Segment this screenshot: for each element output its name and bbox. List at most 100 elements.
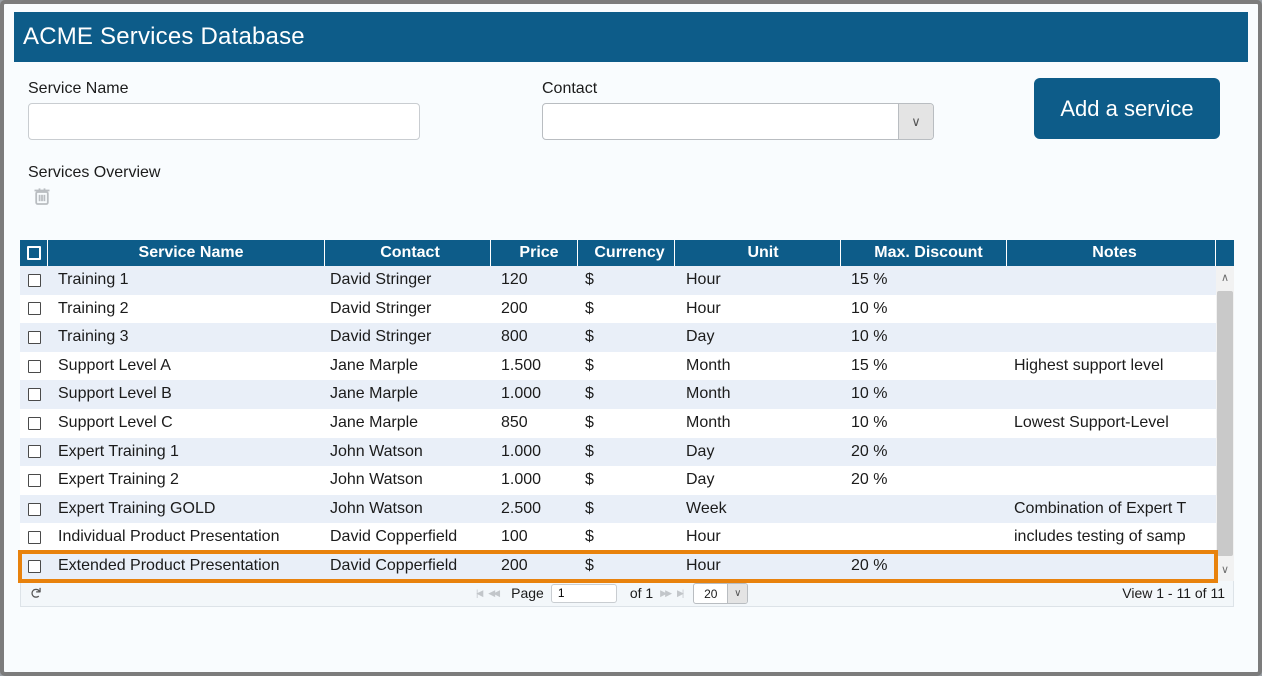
row-checkbox-cell[interactable] <box>20 380 48 409</box>
cell-service-name: Training 1 <box>58 271 129 288</box>
cell-currency: $ <box>585 356 594 374</box>
row-checkbox-cell[interactable] <box>20 466 48 495</box>
row-checkbox[interactable] <box>27 502 41 516</box>
page-title: ACME Services Database <box>23 23 305 50</box>
cell-notes <box>1007 380 1216 409</box>
cell-unit: Hour <box>686 299 721 317</box>
title-bar: ACME Services Database <box>14 12 1248 62</box>
table-row[interactable]: Extended Product Presentation David Copp… <box>18 549 1218 583</box>
trash-icon[interactable] <box>32 186 52 206</box>
column-header-max-discount[interactable]: Max. Discount <box>841 240 1007 266</box>
row-checkbox-cell[interactable] <box>20 523 48 552</box>
cell-price: 100 <box>501 528 528 546</box>
cell-max-discount: 20 % <box>851 442 888 460</box>
grid-pager: ↻ |◀ ◀◀ Page of 1 ▶▶ ▶| 20 ∨ View 1 - 11… <box>20 580 1234 607</box>
row-checkbox[interactable] <box>27 473 41 487</box>
row-checkbox-cell[interactable] <box>20 295 48 324</box>
cell-currency: $ <box>585 499 594 517</box>
cell-currency: $ <box>585 556 594 574</box>
cell-notes: includes testing of samp <box>1014 528 1186 546</box>
scrollbar-thumb[interactable] <box>1217 291 1233 556</box>
row-checkbox-cell[interactable] <box>20 323 48 352</box>
cell-service-name: Support Level A <box>58 356 171 374</box>
contact-select[interactable]: ∨ <box>542 103 934 140</box>
page-size-select[interactable]: 20 ∨ <box>693 582 749 604</box>
row-checkbox[interactable] <box>27 531 41 545</box>
column-header-service-name[interactable]: Service Name <box>48 240 325 266</box>
table-row[interactable]: Expert Training GOLD John Watson 2.500 $… <box>20 494 1216 524</box>
row-checkbox[interactable] <box>27 559 41 573</box>
table-row[interactable]: Support Level C Jane Marple 850 $ Month … <box>20 408 1216 438</box>
table-row[interactable]: Support Level B Jane Marple 1.000 $ Mont… <box>20 380 1216 409</box>
table-row[interactable]: Expert Training 1 John Watson 1.000 $ Da… <box>20 437 1216 467</box>
cell-max-discount: 10 % <box>851 413 888 431</box>
cell-notes <box>1007 466 1216 495</box>
row-checkbox-cell[interactable] <box>20 552 48 581</box>
cell-notes <box>1007 323 1216 352</box>
cell-price: 800 <box>501 328 528 346</box>
cell-currency: $ <box>585 413 594 431</box>
column-header-price[interactable]: Price <box>491 240 578 266</box>
row-checkbox[interactable] <box>27 273 41 287</box>
row-checkbox-cell[interactable] <box>20 266 48 295</box>
table-row[interactable]: Training 1 David Stringer 120 $ Hour 15 … <box>20 266 1216 295</box>
row-checkbox-cell[interactable] <box>20 409 48 438</box>
cell-max-discount: 20 % <box>851 556 888 574</box>
cell-contact: David Stringer <box>330 299 432 317</box>
page-size-value: 20 <box>704 586 718 601</box>
column-header-currency[interactable]: Currency <box>578 240 675 266</box>
cell-currency: $ <box>585 385 594 403</box>
cell-service-name: Training 2 <box>58 299 129 317</box>
table-row[interactable]: Training 2 David Stringer 200 $ Hour 10 … <box>20 294 1216 324</box>
add-service-button[interactable]: Add a service <box>1034 78 1220 139</box>
refresh-icon[interactable]: ↻ <box>26 586 44 600</box>
row-checkbox[interactable] <box>27 302 41 316</box>
column-header-contact[interactable]: Contact <box>325 240 491 266</box>
page-number-input[interactable] <box>550 583 617 603</box>
cell-notes: Lowest Support-Level <box>1014 413 1169 431</box>
cell-currency: $ <box>585 471 594 489</box>
next-page-icon[interactable]: ▶▶ <box>660 587 672 598</box>
service-name-input[interactable] <box>28 103 420 140</box>
cell-max-discount: 10 % <box>851 328 888 346</box>
prev-page-icon[interactable]: ◀◀ <box>488 587 500 598</box>
cell-max-discount: 10 % <box>851 299 888 317</box>
select-all-cell[interactable] <box>20 240 48 266</box>
column-header-notes[interactable]: Notes <box>1007 240 1216 266</box>
chevron-down-icon[interactable]: ∨ <box>898 104 933 139</box>
first-page-icon[interactable]: |◀ <box>476 587 483 598</box>
cell-notes <box>1007 266 1216 295</box>
scroll-down-icon[interactable]: ∨ <box>1220 564 1230 577</box>
scroll-up-icon[interactable]: ∧ <box>1220 271 1230 284</box>
row-checkbox[interactable] <box>27 359 41 373</box>
cell-service-name: Expert Training 1 <box>58 442 179 460</box>
row-checkbox-cell[interactable] <box>20 352 48 381</box>
row-checkbox[interactable] <box>27 416 41 430</box>
cell-contact: David Copperfield <box>330 528 458 546</box>
cell-contact: David Stringer <box>330 271 432 288</box>
cell-contact: Jane Marple <box>330 356 419 374</box>
view-range-label: View 1 - 11 of 11 <box>1122 585 1225 602</box>
cell-notes <box>1007 295 1216 324</box>
row-checkbox[interactable] <box>27 445 41 459</box>
last-page-icon[interactable]: ▶| <box>677 587 684 598</box>
cell-notes <box>1007 552 1216 581</box>
row-checkbox-cell[interactable] <box>20 438 48 467</box>
row-checkbox[interactable] <box>27 388 41 402</box>
cell-price: 2.500 <box>501 499 542 517</box>
table-row[interactable]: Training 3 David Stringer 800 $ Day 10 % <box>20 323 1216 352</box>
row-checkbox-cell[interactable] <box>20 495 48 524</box>
select-all-checkbox[interactable] <box>26 246 41 260</box>
table-row[interactable]: Individual Product Presentation David Co… <box>20 523 1216 552</box>
column-header-unit[interactable]: Unit <box>675 240 841 266</box>
service-name-label: Service Name <box>28 80 129 97</box>
table-row[interactable]: Expert Training 2 John Watson 1.000 $ Da… <box>20 466 1216 495</box>
cell-price: 120 <box>501 271 528 288</box>
vertical-scrollbar[interactable]: ∧ ∨ <box>1216 266 1234 581</box>
row-checkbox[interactable] <box>27 330 41 344</box>
page-label: Page <box>511 585 544 602</box>
table-row[interactable]: Support Level A Jane Marple 1.500 $ Mont… <box>20 351 1216 381</box>
chevron-down-icon[interactable]: ∨ <box>727 583 748 603</box>
scrollbar-track[interactable] <box>1216 288 1234 559</box>
services-grid: Service Name Contact Price Currency Unit… <box>18 240 1234 607</box>
